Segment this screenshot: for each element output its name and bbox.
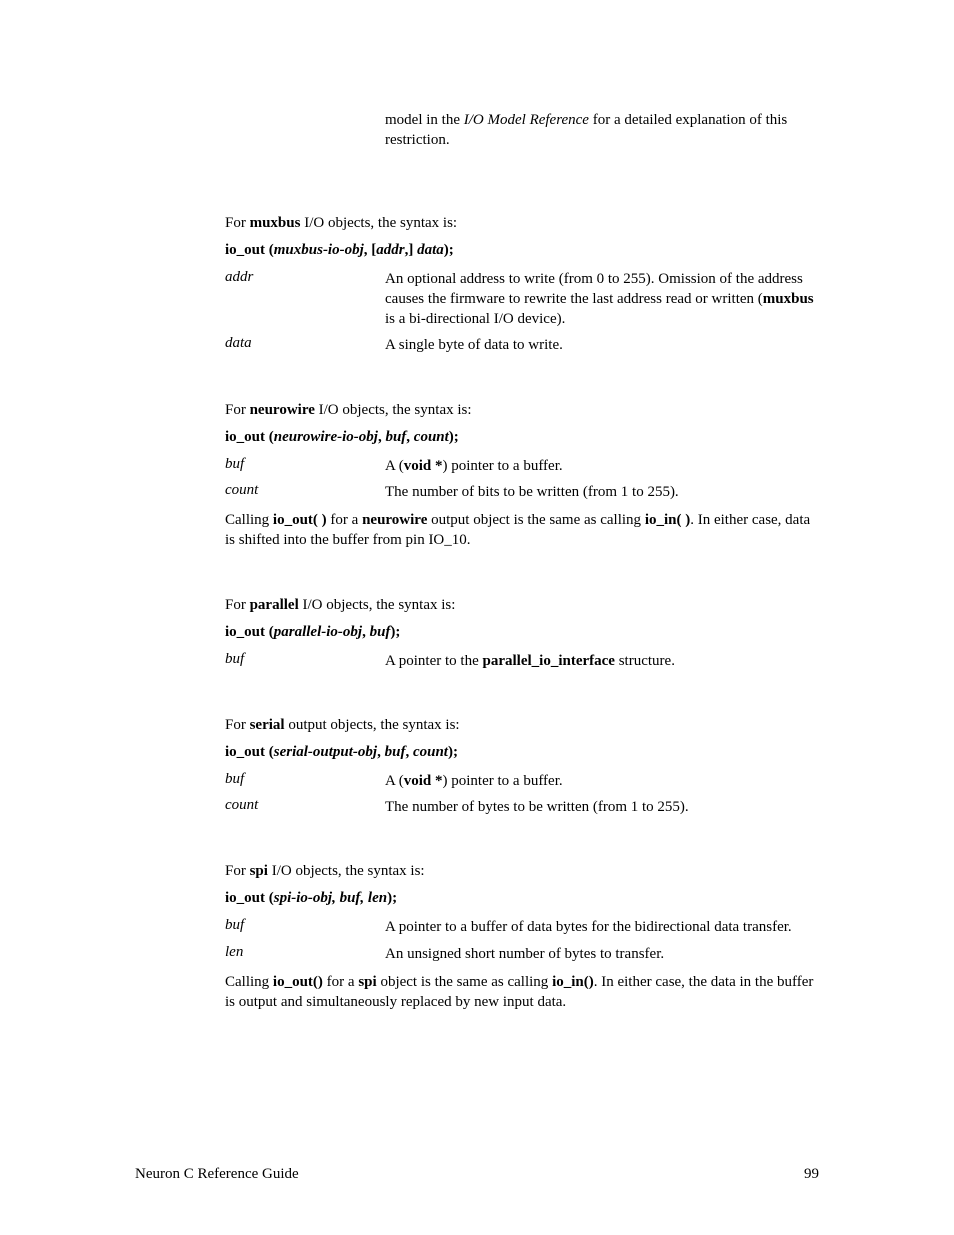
- intro-line: For muxbus I/O objects, the syntax is:: [225, 215, 819, 232]
- param-desc: A pointer to the parallel_io_interface s…: [385, 651, 819, 671]
- param-name: addr: [225, 269, 385, 330]
- param-desc: The number of bytes to be written (from …: [385, 797, 819, 817]
- param-row: count The number of bytes to be written …: [225, 797, 819, 817]
- param-row: buf A pointer to the parallel_io_interfa…: [225, 651, 819, 671]
- param-desc: An unsigned short number of bytes to tra…: [385, 944, 819, 964]
- param-row: count The number of bits to be written (…: [225, 482, 819, 502]
- syntax-line: io_out (parallel-io-obj, buf);: [225, 624, 819, 641]
- param-name: data: [225, 335, 385, 355]
- param-name: len: [225, 944, 385, 964]
- top-note-ital: I/O Model Reference: [464, 112, 589, 128]
- intro-line: For neurowire I/O objects, the syntax is…: [225, 402, 819, 419]
- top-note: model in the I/O Model Reference for a d…: [385, 110, 819, 151]
- param-row: buf A (void *) pointer to a buffer.: [225, 456, 819, 476]
- page-number: 99: [804, 1166, 819, 1183]
- section-parallel: For parallel I/O objects, the syntax is:…: [225, 597, 819, 671]
- syntax-line: io_out (muxbus-io-obj, [addr,] data);: [225, 242, 819, 259]
- section-serial: For serial output objects, the syntax is…: [225, 717, 819, 818]
- intro-line: For parallel I/O objects, the syntax is:: [225, 597, 819, 614]
- param-desc: An optional address to write (from 0 to …: [385, 269, 819, 330]
- param-name: buf: [225, 917, 385, 937]
- intro-line: For spi I/O objects, the syntax is:: [225, 863, 819, 880]
- param-row: buf A pointer to a buffer of data bytes …: [225, 917, 819, 937]
- param-desc: A (void *) pointer to a buffer.: [385, 456, 819, 476]
- after-note: Calling io_out( ) for a neurowire output…: [225, 510, 819, 551]
- page-footer: Neuron C Reference Guide 99: [135, 1166, 819, 1183]
- section-neurowire: For neurowire I/O objects, the syntax is…: [225, 402, 819, 551]
- param-row: buf A (void *) pointer to a buffer.: [225, 771, 819, 791]
- syntax-line: io_out (neurowire-io-obj, buf, count);: [225, 429, 819, 446]
- param-name: buf: [225, 651, 385, 671]
- param-row: len An unsigned short number of bytes to…: [225, 944, 819, 964]
- param-name: count: [225, 482, 385, 502]
- param-desc: A pointer to a buffer of data bytes for …: [385, 917, 819, 937]
- section-spi: For spi I/O objects, the syntax is: io_o…: [225, 863, 819, 1012]
- param-name: count: [225, 797, 385, 817]
- top-note-pre: model in the: [385, 112, 464, 128]
- syntax-line: io_out (spi-io-obj, buf, len);: [225, 890, 819, 907]
- section-muxbus: For muxbus I/O objects, the syntax is: i…: [225, 215, 819, 356]
- param-desc: A (void *) pointer to a buffer.: [385, 771, 819, 791]
- after-note: Calling io_out() for a spi object is the…: [225, 972, 819, 1013]
- param-row: addr An optional address to write (from …: [225, 269, 819, 330]
- syntax-line: io_out (serial-output-obj, buf, count);: [225, 744, 819, 761]
- footer-title: Neuron C Reference Guide: [135, 1166, 299, 1183]
- param-row: data A single byte of data to write.: [225, 335, 819, 355]
- param-name: buf: [225, 456, 385, 476]
- page: model in the I/O Model Reference for a d…: [0, 0, 954, 1235]
- param-desc: The number of bits to be written (from 1…: [385, 482, 819, 502]
- intro-line: For serial output objects, the syntax is…: [225, 717, 819, 734]
- param-name: buf: [225, 771, 385, 791]
- param-desc: A single byte of data to write.: [385, 335, 819, 355]
